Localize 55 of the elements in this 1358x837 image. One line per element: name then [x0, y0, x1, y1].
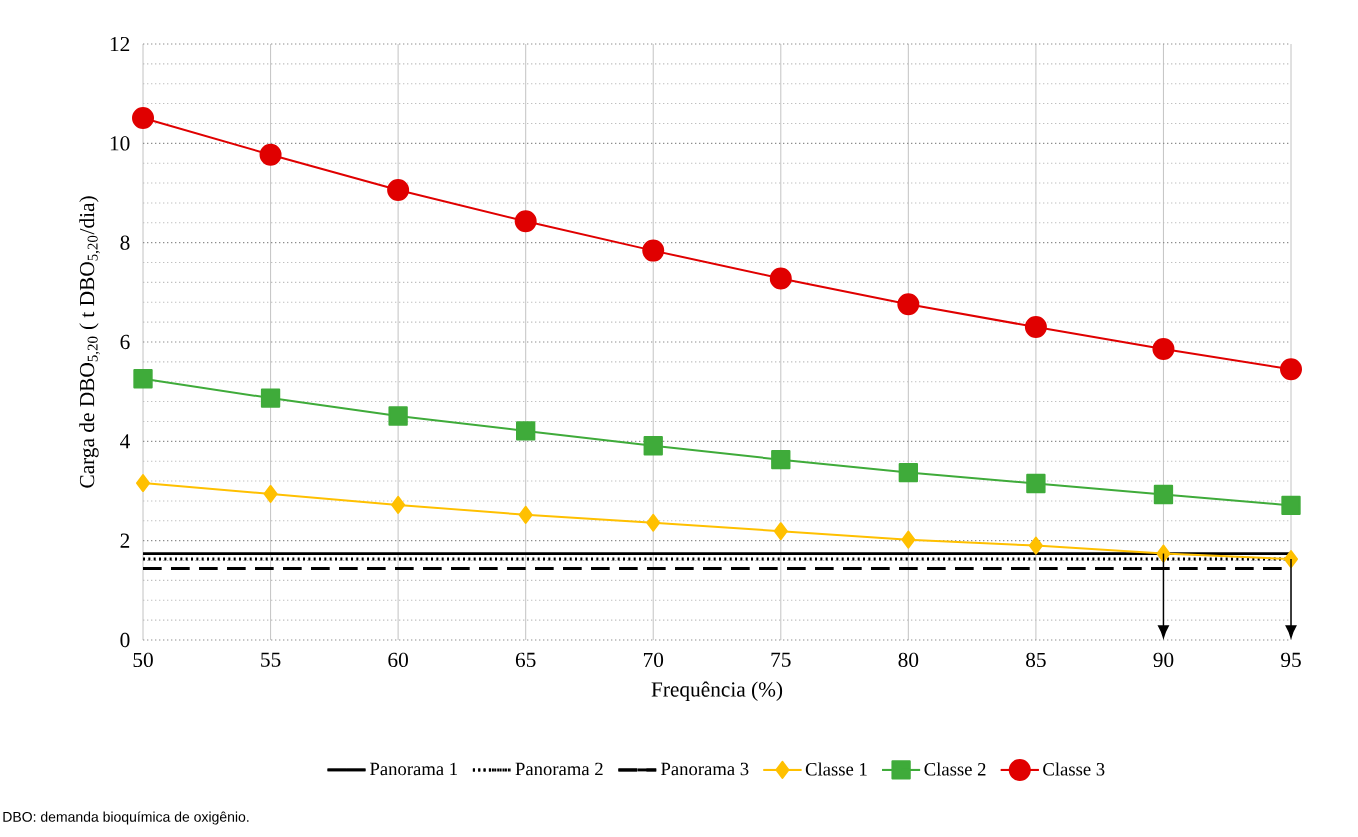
point — [1280, 358, 1303, 381]
point — [516, 421, 536, 441]
point — [391, 495, 406, 514]
point — [1152, 337, 1175, 360]
point — [1156, 544, 1171, 563]
point — [901, 530, 916, 549]
point — [643, 436, 663, 456]
x-tick-label: 55 — [261, 652, 281, 667]
point — [260, 388, 281, 408]
point — [1028, 536, 1043, 555]
text: DBO: demanda bioquímica de oxigênio. — [3, 811, 249, 825]
point — [132, 106, 155, 129]
point — [898, 462, 919, 483]
point — [133, 369, 153, 389]
y-tick-label: 4 — [120, 434, 130, 449]
x-tick-label: 85 — [1026, 652, 1046, 668]
point — [1281, 495, 1301, 516]
legend-label: Classe 2 — [924, 762, 986, 776]
x-tick-label: 60 — [388, 652, 408, 668]
x-tick-label: 75 — [771, 652, 791, 667]
y-tick-label: 0 — [120, 632, 130, 648]
x-tick-label: 50 — [133, 652, 153, 668]
x-tick-label: 80 — [898, 652, 919, 668]
x-tick-label: 90 — [1153, 652, 1174, 668]
point — [769, 267, 792, 290]
point — [897, 293, 920, 316]
point — [642, 239, 665, 262]
point — [518, 505, 533, 524]
legend-label: Panorama 2 — [515, 762, 603, 776]
legend-label: Panorama 1 — [370, 762, 457, 776]
point — [771, 450, 791, 470]
point — [387, 179, 410, 202]
point — [259, 143, 282, 166]
point — [773, 522, 788, 541]
point — [1153, 484, 1174, 505]
legend-label: Classe 1 — [805, 762, 867, 776]
legend-label: Panorama 3 — [661, 762, 749, 776]
y-tick-label: 2 — [120, 533, 130, 548]
point — [1026, 473, 1046, 494]
point — [514, 210, 537, 233]
y-axis-title: Carga de DBO$_{5,20}$ ( t DBO$_{5,20}$/dia) — [79, 196, 100, 488]
legend-label: Classe 3 — [1043, 762, 1105, 776]
y-tick-label: 12 — [110, 36, 130, 52]
x-tick-label: 65 — [515, 652, 536, 668]
y-tick-label: 8 — [120, 235, 130, 250]
x-axis-title: Frequência (%) — [651, 681, 783, 701]
y-tick-label: 10 — [110, 136, 130, 151]
point — [646, 513, 661, 532]
point — [1024, 316, 1047, 339]
x-tick-label: 70 — [643, 652, 664, 668]
y-tick-label: 6 — [120, 334, 130, 350]
x-tick-label: 95 — [1281, 652, 1301, 668]
point — [388, 406, 408, 426]
point — [136, 474, 151, 493]
point — [263, 484, 278, 503]
